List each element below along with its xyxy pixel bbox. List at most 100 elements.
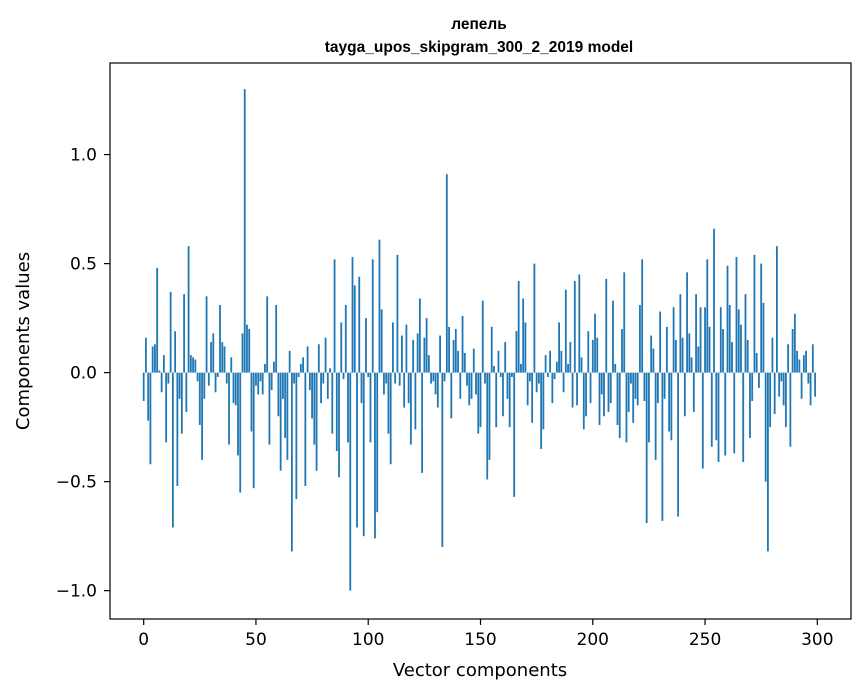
bar-component-93	[351, 257, 354, 373]
y-tick-label: −1.0	[56, 582, 97, 602]
bar-component-73	[306, 346, 309, 373]
bar-component-171	[526, 372, 529, 406]
bar-component-15	[176, 372, 179, 486]
bar-component-230	[659, 311, 662, 373]
bar-component-272	[753, 254, 756, 373]
y-tick-label: 0.0	[70, 364, 97, 384]
bar-component-125	[423, 337, 426, 373]
chart-subtitle: tayga_upos_skipgram_300_2_2019 model	[325, 39, 633, 56]
bar-component-76	[313, 372, 316, 445]
bar-component-91	[347, 372, 349, 443]
bar-component-68	[295, 372, 298, 500]
bar-component-158	[497, 350, 500, 373]
bar-component-225	[648, 372, 650, 443]
bar-component-166	[515, 331, 518, 373]
bar-component-177	[540, 372, 543, 449]
bar-component-292	[798, 359, 801, 373]
bar-component-3	[149, 372, 152, 465]
bar-component-7	[158, 370, 161, 373]
bar-component-249	[701, 372, 704, 469]
bar-component-217	[630, 372, 632, 384]
plot-area-frame	[109, 62, 852, 620]
bar-component-100	[367, 372, 370, 377]
bar-component-204	[600, 372, 603, 395]
bar-component-64	[286, 372, 289, 460]
bar-component-212	[618, 372, 621, 439]
bar-component-46	[246, 324, 248, 373]
y-axis-ticks: −1.0 −0.5 0.0 0.5 1.0	[56, 146, 110, 602]
bar-component-35	[221, 342, 224, 373]
bar-component-152	[484, 372, 486, 384]
bar-component-291	[796, 350, 799, 373]
bar-component-129	[432, 372, 435, 382]
bar-component-252	[708, 326, 711, 373]
bar-component-136	[448, 326, 450, 373]
bar-component-70	[299, 363, 302, 373]
bar-component-101	[369, 372, 372, 443]
bar-component-205	[603, 372, 605, 417]
bar-component-144	[466, 372, 468, 386]
bar-component-184	[555, 361, 558, 373]
bar-component-223	[643, 372, 646, 401]
bar-component-88	[340, 322, 343, 373]
bar-component-82	[326, 372, 329, 399]
bar-component-151	[481, 300, 484, 373]
bar-component-17	[180, 372, 183, 434]
bar-component-242	[686, 272, 688, 373]
bar-component-241	[683, 372, 686, 417]
chart-title: лепель	[451, 16, 507, 33]
bar-component-83	[329, 368, 331, 373]
bar-component-43	[239, 372, 242, 493]
bar-component-20	[187, 246, 190, 373]
bar-component-38	[228, 372, 230, 445]
bar-component-108	[385, 372, 388, 384]
bar-component-40	[232, 372, 235, 404]
y-tick-label: 0.5	[70, 255, 97, 275]
bar-component-85	[333, 259, 336, 373]
bar-component-130	[434, 372, 437, 395]
bar-component-170	[524, 322, 527, 373]
bar-component-36	[223, 346, 226, 373]
bar-component-283	[778, 372, 781, 397]
bar-component-156	[493, 366, 495, 373]
bar-component-260	[726, 265, 729, 373]
x-tick-label: 300	[801, 630, 833, 650]
bar-component-248	[699, 307, 702, 373]
x-tick-label: 100	[352, 630, 384, 650]
bar-component-147	[472, 348, 475, 373]
bar-component-240	[681, 337, 684, 373]
bar-component-47	[248, 329, 251, 373]
bar-component-281	[773, 372, 776, 415]
bar-component-227	[652, 348, 655, 373]
bar-component-30	[210, 342, 212, 373]
bar-component-106	[380, 309, 383, 373]
bar-component-206	[605, 278, 608, 373]
bar-component-55	[266, 296, 269, 373]
bar-component-104	[376, 372, 379, 513]
bar-component-32	[214, 372, 217, 393]
bar-component-239	[679, 294, 682, 373]
bar-component-278	[767, 372, 769, 552]
x-tick-label: 200	[577, 630, 609, 650]
bar-component-270	[749, 372, 751, 439]
bar-component-23	[194, 359, 197, 373]
bar-component-96	[358, 276, 361, 373]
bar-component-28	[205, 296, 208, 373]
bar-component-211	[616, 372, 619, 425]
bar-component-256	[717, 372, 720, 463]
bar-component-298	[811, 344, 814, 373]
bar-component-89	[342, 372, 345, 380]
bar-component-21	[189, 355, 192, 373]
bar-component-37	[225, 372, 228, 384]
bar-component-289	[791, 329, 794, 373]
bar-component-24	[196, 372, 199, 382]
bar-component-14	[174, 331, 177, 373]
bar-component-123	[418, 298, 421, 373]
bar-component-33	[216, 372, 219, 377]
bar-component-296	[807, 372, 810, 384]
bar-component-87	[338, 372, 340, 478]
bar-component-176	[537, 372, 540, 384]
x-axis-ticks: 0 50 100 150 200 250 300	[138, 619, 834, 650]
bar-component-1	[145, 337, 147, 373]
bar-component-195	[580, 357, 583, 373]
